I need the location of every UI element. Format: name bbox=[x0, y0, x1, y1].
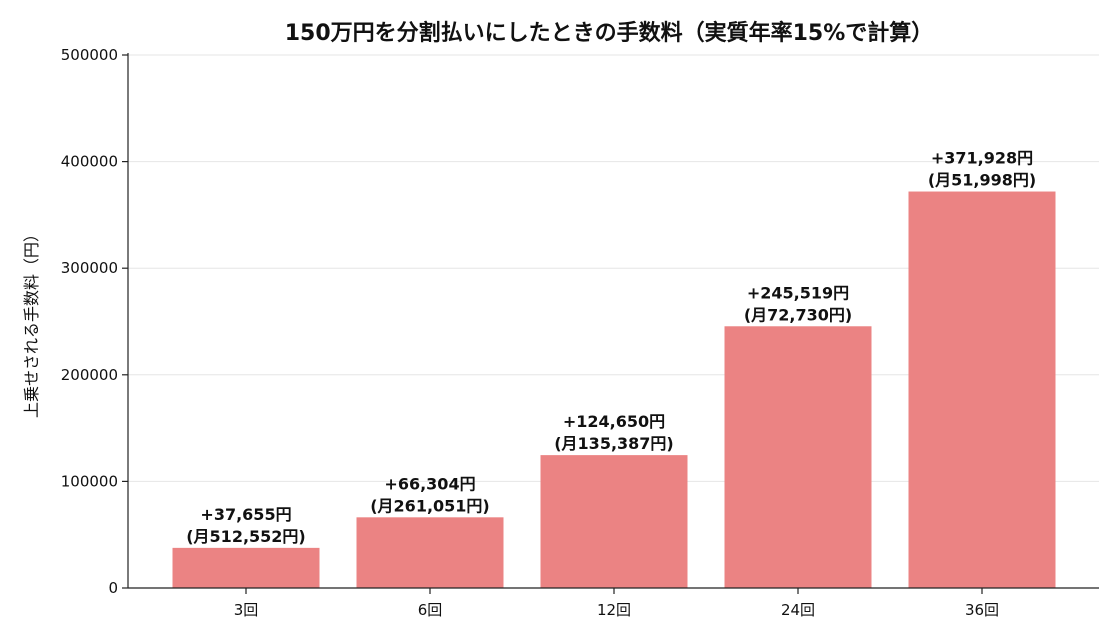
data-label-increase: +37,655円 bbox=[200, 505, 291, 524]
bar bbox=[356, 517, 504, 588]
data-label-increase: +124,650円 bbox=[563, 412, 665, 431]
y-tick-label: 500000 bbox=[61, 46, 118, 64]
y-tick-label: 0 bbox=[108, 579, 118, 597]
data-label-increase: +371,928円 bbox=[931, 149, 1033, 168]
x-tick-label: 6回 bbox=[418, 601, 443, 619]
data-label-monthly: (月72,730円) bbox=[744, 305, 852, 324]
data-labels: +37,655円 (月512,552円) +66,304円 (月261,051円) +1… bbox=[186, 149, 1036, 546]
x-tick-label: 24回 bbox=[781, 601, 815, 619]
bars bbox=[172, 191, 1056, 588]
data-label-increase: +66,304円 bbox=[384, 474, 475, 493]
bar bbox=[172, 547, 320, 588]
y-axis-label: 上乗せされる手数料（円） bbox=[22, 226, 41, 418]
data-label-increase: +245,519円 bbox=[747, 283, 849, 302]
x-tick-label: 3回 bbox=[234, 601, 259, 619]
y-tick-label: 100000 bbox=[61, 472, 118, 490]
y-tick-label: 400000 bbox=[61, 153, 118, 171]
data-label-monthly: (月261,051円) bbox=[370, 496, 490, 515]
data-label-monthly: (月135,387円) bbox=[554, 434, 674, 453]
bar bbox=[908, 191, 1056, 588]
bar bbox=[724, 326, 872, 588]
y-tick-label: 200000 bbox=[61, 366, 118, 384]
x-tick-label: 36回 bbox=[965, 601, 999, 619]
axes: 0 100000 200000 300000 400000 500000 3回 6回 12回 24… bbox=[61, 46, 1099, 619]
chart-title: 150万円を分割払いにしたときの手数料（実質年率15%で計算） bbox=[285, 20, 934, 46]
data-label-monthly: (月512,552円) bbox=[186, 527, 306, 546]
bar bbox=[540, 455, 688, 588]
x-tick-label: 12回 bbox=[597, 601, 631, 619]
y-tick-label: 300000 bbox=[61, 259, 118, 277]
data-label-monthly: (月51,998円) bbox=[928, 171, 1036, 190]
